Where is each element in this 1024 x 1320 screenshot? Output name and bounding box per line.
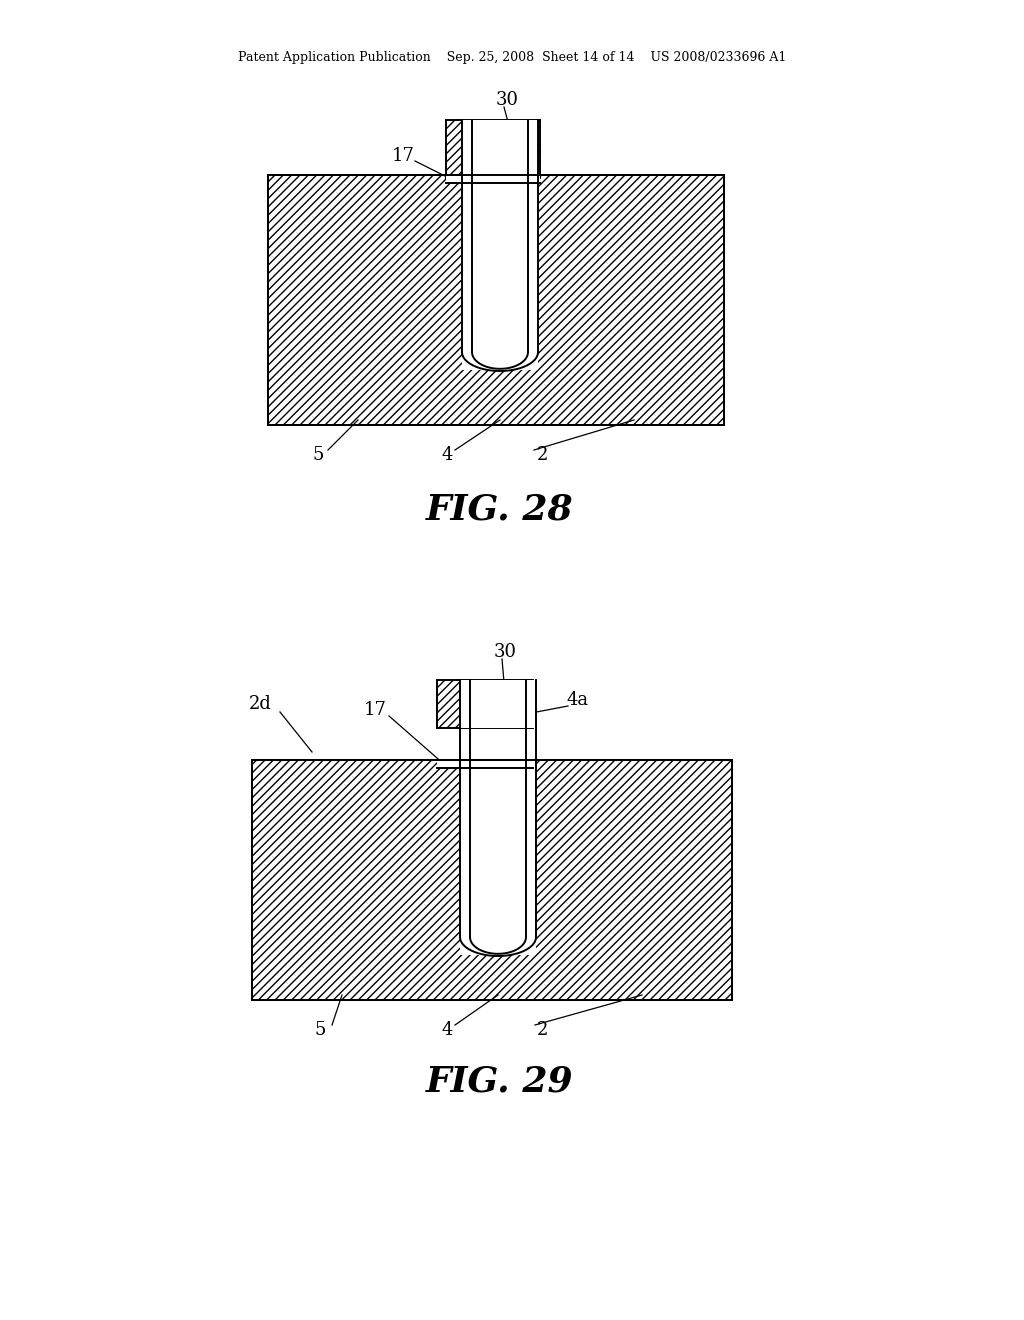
Text: 17: 17 — [364, 701, 386, 719]
Text: FIG. 29: FIG. 29 — [426, 1065, 573, 1100]
Bar — [470, 760, 526, 937]
Bar — [528, 176, 538, 352]
Text: 5: 5 — [312, 446, 324, 465]
Bar — [462, 120, 472, 178]
Text: 4: 4 — [441, 446, 453, 465]
Bar — [472, 120, 528, 178]
Bar — [528, 120, 538, 178]
Bar — [460, 760, 470, 937]
Bar — [268, 176, 724, 425]
Bar — [252, 760, 732, 1001]
Bar — [460, 680, 536, 729]
Text: Patent Application Publication    Sep. 25, 2008  Sheet 14 of 14    US 2008/02336: Patent Application Publication Sep. 25, … — [238, 51, 786, 65]
Text: 17: 17 — [391, 147, 415, 165]
Bar — [526, 680, 536, 729]
Text: 2: 2 — [538, 1020, 549, 1039]
Bar — [462, 176, 538, 370]
Text: 30: 30 — [494, 643, 516, 661]
Text: 4: 4 — [441, 1020, 453, 1039]
Text: FIG. 28: FIG. 28 — [426, 492, 573, 527]
Text: 5: 5 — [314, 1020, 326, 1039]
Bar — [460, 680, 470, 729]
Bar — [460, 760, 536, 954]
Text: 2: 2 — [537, 446, 548, 465]
Bar — [470, 680, 526, 729]
Bar — [462, 120, 538, 178]
Bar — [252, 760, 732, 1001]
Text: 2d: 2d — [249, 696, 271, 713]
Bar — [446, 176, 540, 183]
Bar — [446, 120, 540, 178]
Bar — [472, 176, 528, 352]
Text: 4a: 4a — [567, 690, 589, 709]
Bar — [526, 760, 536, 937]
Bar — [437, 680, 534, 729]
Bar — [462, 176, 472, 352]
Text: 30: 30 — [496, 91, 518, 110]
Bar — [437, 760, 534, 768]
Bar — [268, 176, 724, 425]
